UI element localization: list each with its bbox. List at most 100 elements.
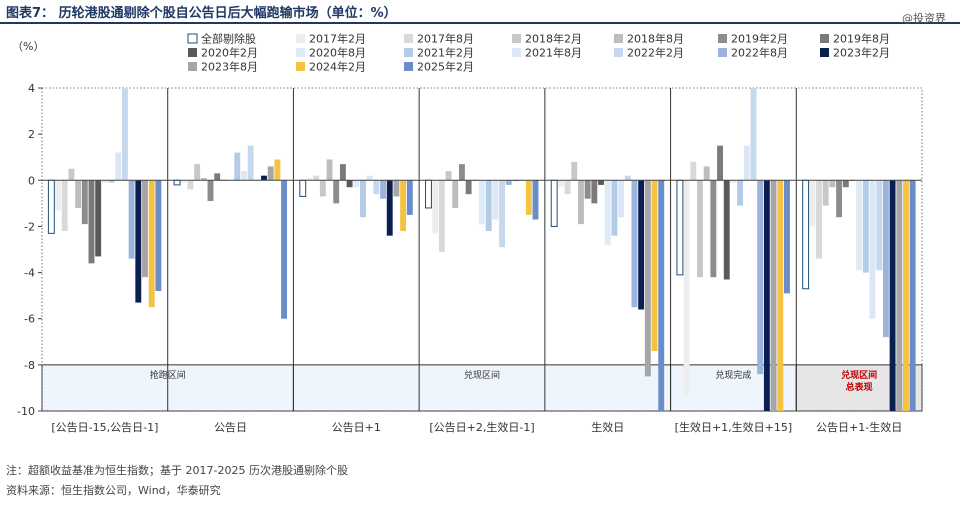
bar <box>492 180 499 220</box>
bar <box>584 180 591 199</box>
y-tick-label: 2 <box>28 128 35 141</box>
x-category-label: [公告日-15,公告日-1] <box>51 421 158 434</box>
bar <box>261 175 267 181</box>
bar <box>856 180 863 271</box>
bar <box>207 180 214 202</box>
bar <box>869 180 876 319</box>
bar <box>809 180 816 227</box>
legend-swatch <box>404 62 413 71</box>
bar <box>281 180 288 319</box>
legend-label: 2017年2月 <box>309 32 366 46</box>
legend-label: 2017年8月 <box>417 32 474 46</box>
bar <box>148 180 155 308</box>
bar <box>710 180 717 278</box>
bar <box>876 180 883 271</box>
phase-label: 总表现 <box>846 381 873 393</box>
bar <box>333 180 340 204</box>
plot-frame <box>41 87 923 412</box>
bar <box>557 180 564 188</box>
bar <box>842 180 849 188</box>
bar <box>763 180 770 411</box>
bar <box>743 145 750 181</box>
bar <box>465 180 472 195</box>
legend-label: 2020年2月 <box>201 46 258 60</box>
legend-swatch <box>820 34 829 43</box>
title-divider <box>0 22 960 24</box>
x-category-label: 公告日+1 <box>332 421 381 434</box>
bar <box>591 180 598 204</box>
y-tick-label: 0 <box>28 174 35 187</box>
bar <box>200 177 207 181</box>
bar <box>386 180 393 236</box>
bar <box>339 164 346 181</box>
legend-label: 2018年2月 <box>525 32 582 46</box>
bar <box>180 180 187 183</box>
bar <box>173 179 181 186</box>
bar <box>194 164 201 181</box>
bar <box>81 180 88 225</box>
bar <box>187 180 194 190</box>
phase-label: 兑现区间 <box>464 369 500 381</box>
legend-label: 2023年2月 <box>833 46 890 60</box>
y-tick-label: 4 <box>28 82 35 95</box>
bar <box>802 179 810 290</box>
legend-label: 2019年2月 <box>731 32 788 46</box>
bar <box>564 180 571 195</box>
legend-swatch <box>188 48 197 57</box>
bar <box>816 180 822 259</box>
legend-label: 2021年8月 <box>525 46 582 60</box>
bar <box>319 180 326 197</box>
legend-label: 2020年8月 <box>309 46 366 60</box>
legend-swatch <box>718 48 727 57</box>
bar <box>274 159 281 181</box>
bar <box>108 180 115 183</box>
bar <box>822 180 829 206</box>
watermark: @投资界 <box>902 12 946 25</box>
bar <box>75 180 82 208</box>
bar <box>550 179 558 227</box>
bar <box>432 180 439 234</box>
bar <box>697 180 703 278</box>
bar <box>618 180 625 218</box>
phase-label: 兑现区间 <box>841 369 877 381</box>
legend-label: 2023年8月 <box>201 60 258 74</box>
bar <box>155 180 162 292</box>
bar <box>903 180 909 411</box>
bar <box>267 166 274 181</box>
bar <box>425 179 432 209</box>
bar <box>532 180 539 220</box>
bar <box>611 180 618 236</box>
bar <box>353 180 360 188</box>
bar <box>241 171 247 181</box>
bar <box>829 180 836 188</box>
bar <box>604 180 611 245</box>
bar <box>313 175 320 181</box>
bar <box>128 180 135 259</box>
bar <box>458 164 465 181</box>
bar <box>750 88 757 181</box>
bar <box>400 180 407 232</box>
footer-note: 注：超额收益基准为恒生指数；基于 2017-2025 历次港股通剔除个股 <box>6 464 348 477</box>
x-category-label: 生效日 <box>591 420 624 434</box>
bar <box>730 180 737 183</box>
bar <box>406 180 413 215</box>
bar <box>346 180 353 188</box>
phase-label: 兑现完成 <box>715 369 751 381</box>
bar <box>578 180 584 225</box>
bar <box>770 180 777 411</box>
legend-swatch <box>296 62 305 71</box>
legend-swatch <box>296 48 305 57</box>
legend-swatch <box>820 48 829 57</box>
bar <box>115 152 122 181</box>
x-category-label: 公告日+1-生效日 <box>816 420 902 434</box>
bar <box>783 180 790 294</box>
bar <box>373 180 380 195</box>
bar <box>690 161 697 181</box>
legend-swatch <box>296 34 305 43</box>
legend-swatch <box>718 34 727 43</box>
legend-swatch <box>614 48 623 57</box>
bar <box>631 180 638 308</box>
footer-source: 资料来源：恒生指数公司，Wind，华泰研究 <box>6 484 221 497</box>
bar <box>624 175 631 181</box>
